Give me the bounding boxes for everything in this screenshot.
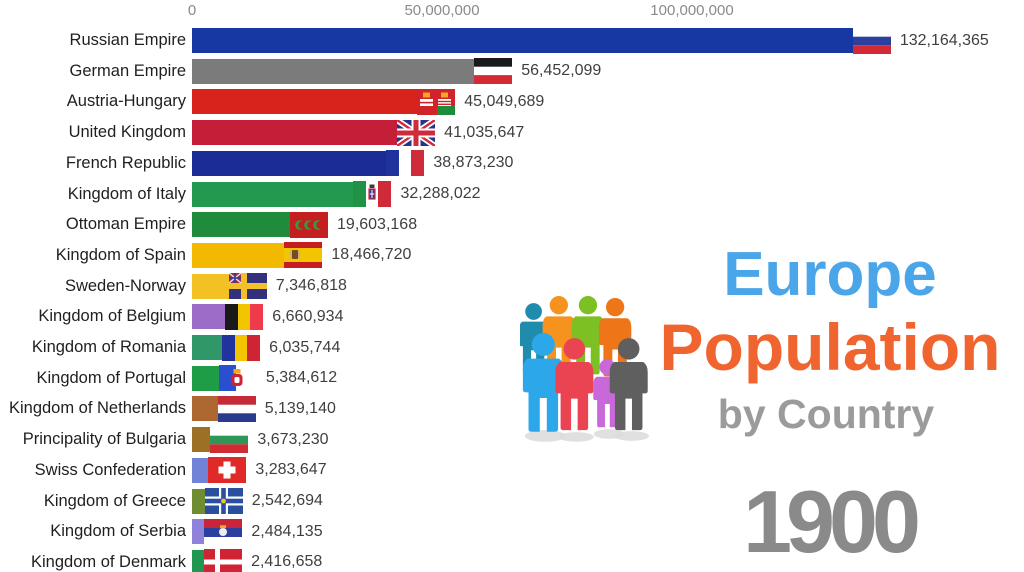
year-label: 1900 <box>743 472 921 571</box>
bar-value: 3,673,230 <box>257 430 329 448</box>
country-label: Kingdom of Belgium <box>38 307 186 326</box>
population-bar <box>192 273 229 299</box>
bar-value: 38,873,230 <box>433 154 514 172</box>
bar-value: 45,049,689 <box>464 92 545 110</box>
population-bar <box>192 28 853 53</box>
country-label: Kingdom of Romania <box>31 338 186 356</box>
population-bar <box>192 304 226 330</box>
bar-value: 2,542,694 <box>251 492 323 509</box>
country-label: Russian Empire <box>69 31 186 49</box>
population-bar <box>192 457 209 483</box>
population-bar <box>192 89 418 115</box>
bar-value: 32,288,022 <box>400 185 481 202</box>
country-label: Swiss Confederation <box>34 460 186 479</box>
x-axis-tick: 100,000,000 <box>650 2 734 19</box>
population-bar <box>192 335 223 360</box>
population-bar <box>192 365 219 391</box>
population-bar <box>192 396 218 422</box>
people-group-icon <box>518 288 652 455</box>
x-axis-tick: 0 <box>187 2 197 19</box>
flag-france-icon <box>386 150 425 177</box>
population-bar <box>192 120 398 146</box>
population-bar <box>192 427 211 453</box>
country-label: Kingdom of Italy <box>67 184 186 203</box>
flag-switzerland-icon <box>208 457 247 484</box>
population-bar <box>192 212 291 238</box>
population-bar <box>192 549 205 572</box>
flag-german-empire-icon <box>474 58 513 85</box>
flag-italy-kingdom-icon <box>353 181 392 207</box>
population-bar <box>192 488 205 514</box>
bar-value: 2,416,658 <box>251 553 323 571</box>
country-label: Kingdom of Denmark <box>31 552 186 571</box>
flag-netherlands-icon <box>217 395 256 422</box>
bar-value: 7,346,818 <box>275 277 347 295</box>
title-line-population: Population <box>659 310 1001 384</box>
bar-value: 18,466,720 <box>331 246 412 264</box>
country-label: Austria-Hungary <box>66 92 186 111</box>
x-axis-tick: 50,000,000 <box>404 2 480 19</box>
flag-united-kingdom-icon <box>397 119 436 146</box>
population-bar <box>192 519 205 545</box>
population-bar <box>192 181 354 207</box>
flag-belgium-icon <box>225 303 264 330</box>
bar-value: 5,384,612 <box>265 369 338 387</box>
flag-serbia-kingdom-icon <box>204 518 243 545</box>
flag-austria-hungary-icon <box>417 88 456 115</box>
country-label: Kingdom of Netherlands <box>8 399 186 418</box>
bar-value: 6,035,744 <box>269 338 341 356</box>
flag-denmark-icon <box>204 549 243 572</box>
bar-value: 19,603,168 <box>337 215 418 233</box>
country-label: Sweden-Norway <box>64 276 186 295</box>
country-label: United Kingdom <box>68 123 186 142</box>
bar-value: 6,660,934 <box>272 307 344 325</box>
flag-portugal-kingdom-icon <box>218 365 257 392</box>
bar-value: 3,283,647 <box>255 461 327 479</box>
flag-bulgaria-icon <box>210 426 249 453</box>
country-label: Ottoman Empire <box>65 215 186 234</box>
flag-spain-icon <box>284 242 323 269</box>
population-bar <box>192 150 387 176</box>
bar-value: 41,035,647 <box>444 123 525 141</box>
bar-value: 5,139,140 <box>264 399 336 417</box>
country-label: Kingdom of Spain <box>55 245 186 264</box>
flag-romania-icon <box>222 334 261 361</box>
flag-russia-empire-icon <box>852 27 891 54</box>
country-label: Kingdom of Portugal <box>36 368 186 387</box>
flag-greece-kingdom-icon <box>204 488 243 514</box>
bar-value: 2,484,135 <box>251 522 323 540</box>
flag-sweden-norway-icon <box>228 273 267 300</box>
title-line-by-country: by Country <box>717 391 935 437</box>
title-line-europe: Europe <box>723 240 937 309</box>
country-label: Kingdom of Serbia <box>50 522 186 541</box>
country-label: Kingdom of Greece <box>43 491 186 510</box>
country-label: German Empire <box>69 61 186 80</box>
population-bar <box>192 58 475 84</box>
bar-value: 56,452,099 <box>521 62 602 80</box>
bar-value: 132,164,365 <box>899 31 989 49</box>
country-label: Principality of Bulgaria <box>22 430 186 449</box>
country-label: French Republic <box>65 153 186 172</box>
flag-ottoman-empire-icon <box>290 211 329 238</box>
population-bar <box>192 242 285 268</box>
